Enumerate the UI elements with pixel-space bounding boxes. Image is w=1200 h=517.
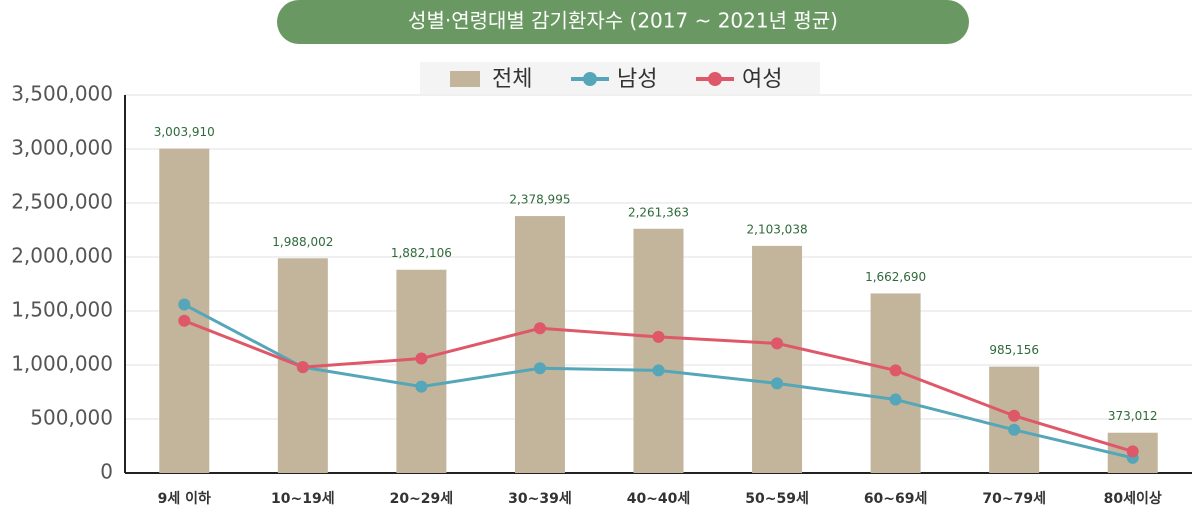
point (415, 380, 428, 393)
y-tick-label: 500,000 (30, 406, 113, 430)
value-label: 2,261,363 (628, 205, 689, 219)
y-tick-label: 2,500,000 (11, 190, 113, 214)
y-tick-label: 2,000,000 (11, 244, 113, 268)
point (1008, 423, 1021, 436)
value-label: 985,156 (989, 343, 1039, 357)
point (652, 330, 665, 343)
bar (870, 293, 921, 473)
legend-swatch (583, 72, 597, 86)
y-tick-label: 1,500,000 (11, 298, 113, 322)
x-tick-label: 50~59세 (745, 491, 809, 507)
x-tick-label: 60~69세 (864, 491, 928, 507)
legend-label: 전체 (492, 67, 532, 92)
point (178, 314, 191, 327)
bar (633, 228, 684, 473)
point (533, 362, 546, 375)
x-tick-label: 30~39세 (508, 491, 572, 507)
bar (752, 245, 803, 473)
x-tick-label: 20~29세 (390, 491, 454, 507)
point (415, 352, 428, 365)
bar (396, 269, 447, 473)
legend-box (420, 62, 820, 94)
point (1008, 409, 1021, 422)
x-tick-label: 80세이상 (1104, 490, 1162, 507)
x-tick-label: 9세 이하 (158, 490, 211, 507)
y-tick-label: 1,000,000 (11, 352, 113, 376)
value-label: 373,012 (1108, 409, 1158, 423)
bar (514, 216, 565, 473)
value-label: 1,662,690 (865, 270, 926, 284)
value-label: 3,003,910 (154, 125, 215, 139)
point (178, 298, 191, 311)
x-tick-label: 40~40세 (627, 491, 691, 507)
bar (159, 148, 210, 474)
point (771, 377, 784, 390)
point (296, 361, 309, 374)
legend-label: 여성 (742, 67, 782, 92)
point (652, 364, 665, 377)
point (533, 322, 546, 335)
legend-swatch (450, 71, 480, 87)
y-tick-label: 3,500,000 (11, 82, 113, 106)
value-label: 2,103,038 (747, 222, 808, 236)
point (1126, 445, 1139, 458)
legend-label: 남성 (617, 67, 657, 92)
point (889, 364, 902, 377)
legend-swatch (708, 72, 722, 86)
point (889, 393, 902, 406)
x-tick-label: 10~19세 (271, 491, 335, 507)
x-tick-label: 70~79세 (982, 491, 1046, 507)
point (771, 337, 784, 350)
y-tick-label: 3,000,000 (11, 136, 113, 160)
y-tick-label: 0 (100, 460, 113, 484)
value-label: 1,988,002 (272, 235, 333, 249)
value-label: 1,882,106 (391, 246, 452, 260)
title-pill (277, 0, 969, 44)
chart-title: 성별·연령대별 감기환자수 (2017 ~ 2021년 평균) (408, 9, 838, 33)
value-label: 2,378,995 (509, 193, 570, 207)
